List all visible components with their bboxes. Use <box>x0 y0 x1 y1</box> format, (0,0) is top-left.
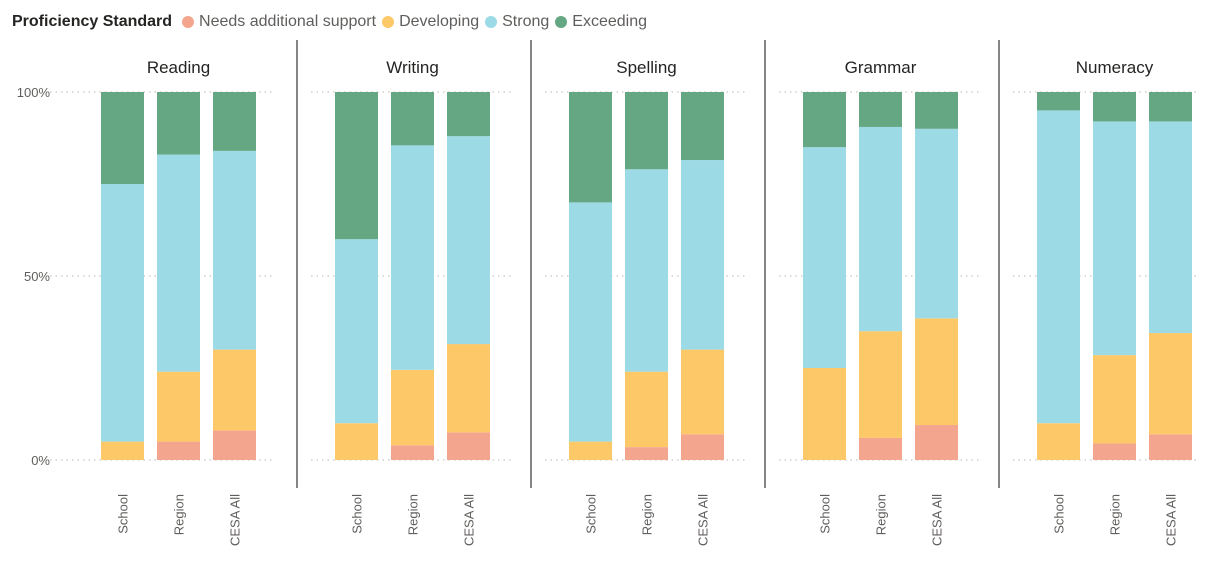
bar-segment-strong <box>157 154 200 372</box>
bar-segment-strong <box>681 160 724 350</box>
bar-segment-exceeding <box>447 92 490 137</box>
bar-segment-exceeding <box>625 92 668 170</box>
x-tick-label: CESA All <box>930 494 945 546</box>
x-tick-label: Region <box>874 494 889 535</box>
legend-marker-icon <box>382 16 395 28</box>
x-tick-label: School <box>1052 494 1067 534</box>
legend-label: Needs additional support <box>199 13 377 30</box>
panel-title: Numeracy <box>1076 58 1154 77</box>
x-tick-label: CESA All <box>228 494 243 546</box>
bar-segment-strong <box>625 169 668 372</box>
bar-segment-exceeding <box>915 92 958 129</box>
x-tick-label: Region <box>640 494 655 535</box>
bar-segment-exceeding <box>569 92 612 203</box>
bar-segment-strong <box>1037 110 1080 424</box>
y-tick-label: 100% <box>17 85 51 100</box>
bar-segment-exceeding <box>391 92 434 146</box>
bar-segment-exceeding <box>1037 92 1080 111</box>
x-tick-label: School <box>584 494 599 534</box>
legend-marker-icon <box>555 16 568 28</box>
bar-segment-needs-additional-support <box>915 425 958 460</box>
legend-item-exceeding[interactable]: Exceeding <box>555 13 647 31</box>
bar-segment-needs-additional-support <box>157 441 200 460</box>
bar-segment-needs-additional-support <box>1149 434 1192 460</box>
x-tick-label: CESA All <box>696 494 711 546</box>
bar-segment-exceeding <box>803 92 846 148</box>
bar-segment-developing <box>447 344 490 433</box>
y-tick-label: 50% <box>24 269 50 284</box>
x-tick-label: Region <box>1108 494 1123 535</box>
bar-segment-needs-additional-support <box>681 434 724 460</box>
legend-item-needs-additional-support[interactable]: Needs additional support <box>182 13 376 31</box>
legend-marker-icon <box>485 16 498 28</box>
bar-segment-needs-additional-support <box>859 437 902 460</box>
bar-segment-strong <box>859 126 902 332</box>
x-tick-label: School <box>818 494 833 534</box>
x-tick-label: Region <box>172 494 187 535</box>
legend-title: Proficiency Standard <box>12 13 173 30</box>
bar-segment-needs-additional-support <box>447 432 490 460</box>
bar-segment-exceeding <box>681 92 724 161</box>
bar-segment-developing <box>803 368 846 460</box>
bar-segment-strong <box>213 150 256 350</box>
bar-segment-needs-additional-support <box>625 447 668 460</box>
bar-segment-developing <box>391 369 434 446</box>
bar-segment-needs-additional-support <box>391 445 434 460</box>
legend-label: Exceeding <box>572 13 647 30</box>
x-tick-label: CESA All <box>462 494 477 546</box>
x-tick-label: Region <box>406 494 421 535</box>
legend-label: Developing <box>399 13 480 30</box>
bar-segment-developing <box>859 331 902 438</box>
bar-segment-strong <box>1149 121 1192 334</box>
bar-segment-needs-additional-support <box>1093 443 1136 460</box>
legend: Proficiency Standard Needs additional su… <box>12 10 653 34</box>
panel-title: Writing <box>386 58 439 77</box>
x-tick-label: School <box>350 494 365 534</box>
panel-title: Spelling <box>616 58 677 77</box>
legend-marker-icon <box>182 16 195 28</box>
bar-segment-developing <box>213 349 256 431</box>
legend-item-developing[interactable]: Developing <box>382 13 479 31</box>
bar-segment-exceeding <box>859 92 902 127</box>
bar-segment-exceeding <box>1149 92 1192 122</box>
bar-segment-developing <box>1149 333 1192 435</box>
bar-segment-strong <box>803 147 846 368</box>
bar-segment-developing <box>915 318 958 426</box>
legend-label: Strong <box>502 13 550 30</box>
bar-segment-exceeding <box>157 92 200 155</box>
bar-segment-strong <box>101 184 144 442</box>
bar-segment-strong <box>569 202 612 442</box>
bar-segment-strong <box>1093 121 1136 356</box>
bar-segment-developing <box>101 441 144 460</box>
panel-title: Grammar <box>845 58 917 77</box>
bar-segment-exceeding <box>1093 92 1136 122</box>
x-tick-label: School <box>116 494 131 534</box>
bar-segment-developing <box>681 349 724 435</box>
panel-title: Reading <box>147 58 210 77</box>
bar-segment-exceeding <box>101 92 144 184</box>
bar-segment-exceeding <box>335 92 378 240</box>
bar-segment-strong <box>915 128 958 319</box>
bar-segment-developing <box>1037 423 1080 460</box>
legend-item-strong[interactable]: Strong <box>485 13 549 31</box>
bar-segment-developing <box>1093 355 1136 444</box>
bar-segment-developing <box>335 423 378 460</box>
bar-segment-exceeding <box>213 92 256 151</box>
bar-segment-developing <box>569 441 612 460</box>
bar-segment-developing <box>625 371 668 448</box>
bar-segment-needs-additional-support <box>213 430 256 460</box>
bar-segment-developing <box>157 371 200 442</box>
bar-segment-strong <box>391 145 434 370</box>
y-tick-label: 0% <box>31 453 50 468</box>
x-tick-label: CESA All <box>1164 494 1179 546</box>
bar-segment-strong <box>447 136 490 345</box>
bar-segment-strong <box>335 239 378 424</box>
